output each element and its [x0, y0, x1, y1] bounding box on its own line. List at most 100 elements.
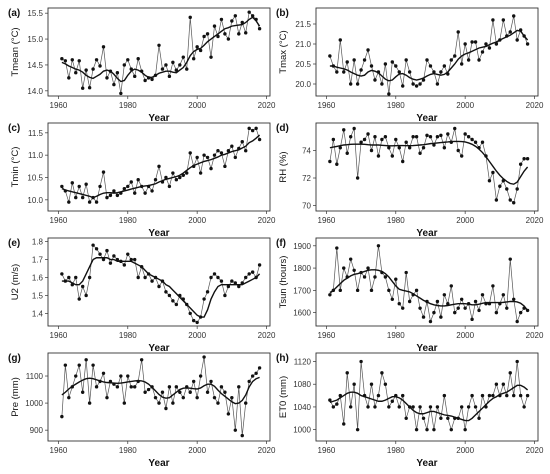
data-point — [94, 58, 99, 62]
data-point — [515, 187, 519, 191]
data-point — [432, 310, 436, 315]
data-point — [501, 18, 506, 22]
data-point — [373, 405, 377, 409]
data-point — [209, 166, 213, 171]
x-tick-label: 1960 — [318, 101, 336, 110]
data-point — [328, 293, 332, 297]
data-point — [501, 382, 506, 386]
data-point — [67, 275, 71, 280]
x-tick-label: 2000 — [188, 446, 206, 455]
data-point — [414, 84, 419, 88]
data-point — [390, 154, 395, 158]
data-point — [411, 405, 415, 409]
y-tick-label: 72 — [302, 174, 311, 183]
data-point — [126, 374, 130, 378]
x-tick-label: 1980 — [119, 446, 137, 455]
data-point — [139, 358, 144, 362]
data-point — [401, 84, 405, 88]
data-point — [439, 416, 443, 420]
data-point — [359, 140, 363, 144]
data-point — [188, 311, 192, 316]
y-tick-label: 1000 — [293, 426, 311, 435]
x-tick-label: 2020 — [258, 216, 276, 225]
data-point — [108, 193, 113, 198]
data-point — [60, 184, 64, 189]
data-point — [432, 427, 436, 432]
data-point — [449, 58, 453, 62]
x-tick-label: 2000 — [456, 216, 474, 225]
data-point — [181, 55, 185, 59]
data-point — [216, 148, 220, 153]
data-point — [63, 363, 68, 367]
data-point — [473, 140, 478, 144]
data-point — [411, 135, 415, 139]
x-tick-label: 1960 — [50, 101, 68, 110]
data-point — [338, 288, 342, 293]
y-tick-label: 21.5 — [295, 20, 311, 29]
data-point — [160, 390, 165, 394]
data-point — [240, 433, 244, 438]
data-point — [185, 171, 189, 175]
data-point — [376, 393, 381, 398]
data-point — [122, 263, 127, 267]
y-tick-label: 20.5 — [295, 60, 311, 69]
x-tick-label: 2000 — [188, 101, 206, 110]
data-point — [373, 275, 377, 279]
data-point — [191, 57, 196, 61]
y-tick-label: 1.7 — [32, 256, 44, 265]
data-point — [91, 243, 95, 247]
data-point — [233, 281, 238, 285]
data-point — [453, 126, 457, 131]
data-point — [505, 306, 509, 310]
data-point — [205, 390, 210, 394]
data-point — [369, 288, 374, 293]
data-point — [164, 406, 168, 411]
data-point — [80, 195, 85, 200]
data-point — [522, 157, 526, 161]
x-tick-label: 1960 — [50, 331, 68, 340]
data-point — [387, 92, 391, 96]
observed-series-line — [61, 244, 260, 323]
data-point — [459, 297, 464, 301]
data-point — [487, 179, 492, 183]
data-point — [67, 395, 71, 400]
data-point — [525, 42, 530, 46]
trend-series-line — [329, 140, 529, 185]
data-point — [355, 288, 360, 293]
trend-series-line — [61, 257, 261, 318]
data-point — [414, 135, 419, 139]
data-point — [181, 173, 185, 177]
data-point — [362, 137, 367, 142]
y-tick-label: 1080 — [293, 380, 311, 389]
data-point — [446, 132, 450, 136]
data-point — [421, 416, 426, 420]
plot-frame — [315, 122, 539, 212]
data-point — [167, 74, 172, 79]
data-point — [244, 148, 248, 153]
y-axis-title: Tmax (°C) — [278, 30, 289, 73]
data-point — [212, 24, 217, 28]
data-point — [480, 293, 485, 297]
data-point — [525, 393, 530, 398]
data-point — [512, 297, 516, 301]
data-point — [362, 58, 367, 62]
data-point — [112, 82, 116, 87]
data-point — [98, 252, 102, 256]
data-point — [373, 135, 377, 139]
x-tick-label: 1980 — [119, 101, 137, 110]
data-point — [233, 155, 238, 160]
data-point — [439, 70, 443, 74]
data-point — [185, 67, 189, 71]
data-point — [87, 200, 92, 204]
y-tick-label: 74 — [302, 147, 311, 156]
data-point — [244, 401, 248, 405]
data-point — [146, 387, 151, 392]
data-point — [407, 146, 412, 150]
panel-label: (d) — [276, 123, 289, 134]
data-point — [84, 68, 88, 72]
data-point — [421, 315, 426, 319]
data-point — [505, 393, 509, 398]
data-point — [112, 254, 116, 258]
x-axis-title: Year — [416, 113, 437, 124]
